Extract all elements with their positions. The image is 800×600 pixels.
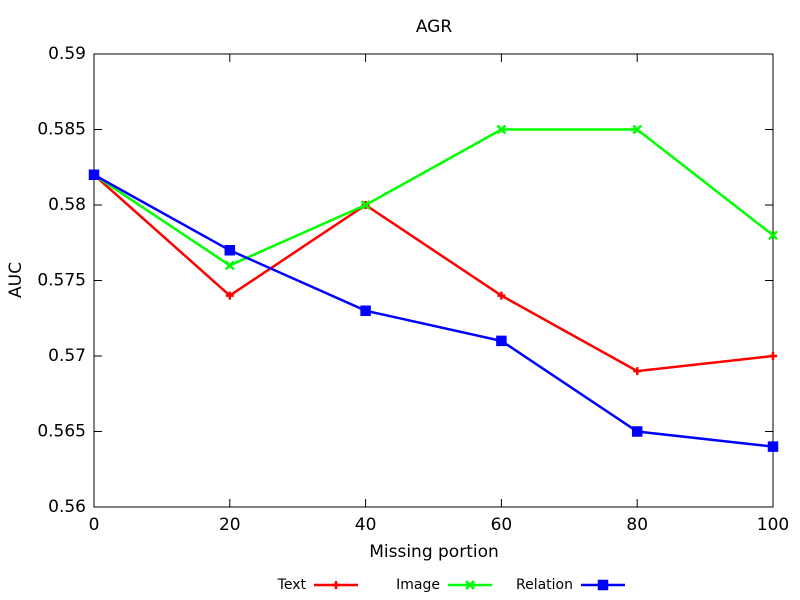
legend-label: Relation	[516, 577, 573, 593]
marker	[225, 291, 234, 300]
legend-marker	[597, 579, 609, 591]
legend-marker	[332, 581, 340, 589]
y-tick-label: 0.57	[48, 346, 86, 366]
y-tick-label: 0.56	[48, 497, 86, 517]
x-axis-label: Missing portion	[369, 542, 499, 562]
y-tick-label: 0.565	[37, 422, 86, 442]
marker	[224, 260, 235, 271]
legend-label: Text	[277, 577, 307, 593]
marker	[497, 291, 506, 300]
y-tick-label: 0.58	[48, 195, 86, 215]
legend-label: Image	[396, 577, 440, 593]
marker	[769, 352, 777, 360]
x-tick-label: 60	[491, 515, 513, 535]
series-line	[93, 173, 774, 448]
marker	[767, 441, 779, 452]
x-tick-label: 80	[626, 515, 648, 535]
series-line	[93, 173, 774, 373]
marker	[360, 305, 371, 316]
x-tick-label: 100	[757, 515, 789, 535]
legend-marker	[465, 580, 475, 590]
y-axis-label: AUC	[6, 262, 26, 298]
legend-item: Text	[277, 577, 358, 593]
marker	[633, 367, 642, 376]
marker	[768, 230, 778, 241]
marker	[360, 200, 371, 210]
marker	[88, 169, 100, 181]
chart-title: AGR	[416, 17, 453, 37]
y-tick-label: 0.575	[37, 271, 86, 291]
series-line	[93, 128, 774, 267]
marker	[632, 124, 643, 135]
y-tick-label: 0.585	[37, 120, 86, 140]
legend-item: Image	[396, 577, 492, 593]
marker	[631, 426, 643, 437]
x-tick-label: 0	[89, 515, 100, 535]
legend-item: Relation	[516, 577, 625, 593]
marker	[496, 124, 507, 135]
marker	[224, 245, 236, 256]
y-tick-label: 0.59	[48, 44, 86, 64]
x-tick-label: 40	[355, 515, 377, 535]
x-tick-label: 20	[219, 515, 241, 535]
marker	[496, 335, 507, 347]
